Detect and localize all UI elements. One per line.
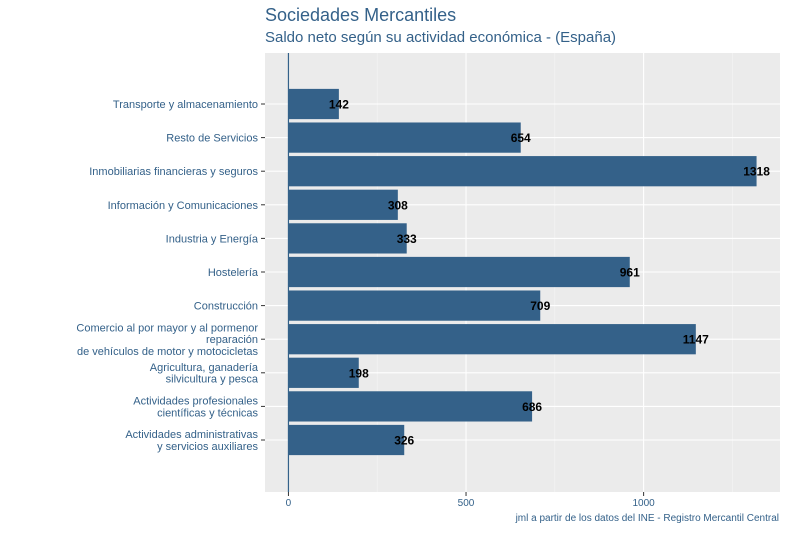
category-label-line: y servicios auxiliares <box>157 441 258 453</box>
chart-title: Sociedades Mercantiles <box>265 5 457 25</box>
bar-value-label: 333 <box>397 232 417 246</box>
bar <box>288 324 696 355</box>
category-label-line: Hostelería <box>208 267 259 279</box>
category-label-line: Actividades profesionales <box>133 396 258 408</box>
category-label-line: de vehículos de motor y motocicletas <box>77 346 258 358</box>
x-tick-label: 500 <box>458 498 475 509</box>
category-label: Construcción <box>194 301 258 313</box>
bar-value-label: 654 <box>511 131 531 145</box>
bar <box>288 256 630 288</box>
bar <box>288 424 405 456</box>
bar <box>288 156 757 187</box>
category-label-line: Transporte y almacenamiento <box>113 99 258 111</box>
category-label: Hostelería <box>208 267 259 279</box>
category-label-line: Comercio al por mayor y al pormenor <box>76 322 258 334</box>
category-label: Comercio al por mayor y al pormenorrepar… <box>76 322 258 358</box>
bar-value-label: 308 <box>388 198 408 212</box>
bar <box>288 122 521 153</box>
category-label-line: Construcción <box>194 301 258 313</box>
category-label-line: Inmobiliarias financieras y seguros <box>89 166 258 178</box>
category-label-line: reparación <box>206 334 258 346</box>
bar-value-label: 961 <box>620 266 640 280</box>
category-label: Resto de Servicios <box>166 133 258 145</box>
category-label-line: Resto de Servicios <box>166 133 258 145</box>
category-label: Industria y Energía <box>166 233 259 245</box>
chart-caption: jml a partir de los datos del INE - Regi… <box>515 513 779 524</box>
bar <box>288 290 541 321</box>
category-label-line: científicas y técnicas <box>157 407 258 419</box>
category-label-line: Información y Comunicaciones <box>108 200 259 212</box>
bar-value-label: 1147 <box>683 333 709 347</box>
bar <box>288 391 533 422</box>
bar-value-label: 198 <box>349 366 369 380</box>
bar <box>288 189 398 220</box>
x-tick-label: 1000 <box>632 498 655 509</box>
x-axis-ticks: 0 500 1000 <box>286 492 655 509</box>
category-label-line: Industria y Energía <box>166 233 259 245</box>
bar <box>288 357 359 388</box>
value-labels-group: 142 654 1318 308 333 961 709 1147 198 686 326 <box>329 98 770 448</box>
category-label: Información y Comunicaciones <box>108 200 259 212</box>
category-label: Transporte y almacenamiento <box>113 99 258 111</box>
bar-value-label: 142 <box>329 98 349 112</box>
category-label: Inmobiliarias financieras y seguros <box>89 166 258 178</box>
category-label-line: Agricultura, ganadería <box>150 362 259 374</box>
category-label-line: silvicultura y pesca <box>166 374 259 386</box>
bar <box>288 88 339 120</box>
chart-subtitle: Saldo neto según su actividad económica … <box>265 29 617 46</box>
bar-value-label: 686 <box>522 400 542 414</box>
bars-group <box>288 88 757 456</box>
bar-value-label: 709 <box>530 299 550 313</box>
category-label-line: Actividades administrativas <box>125 429 258 441</box>
x-tick-label: 0 <box>286 498 292 509</box>
bar <box>288 223 407 254</box>
bar-value-label: 326 <box>394 434 414 448</box>
bar-value-label: 1318 <box>743 165 770 179</box>
category-labels-group: Transporte y almacenamiento Resto de Serv… <box>76 99 265 453</box>
